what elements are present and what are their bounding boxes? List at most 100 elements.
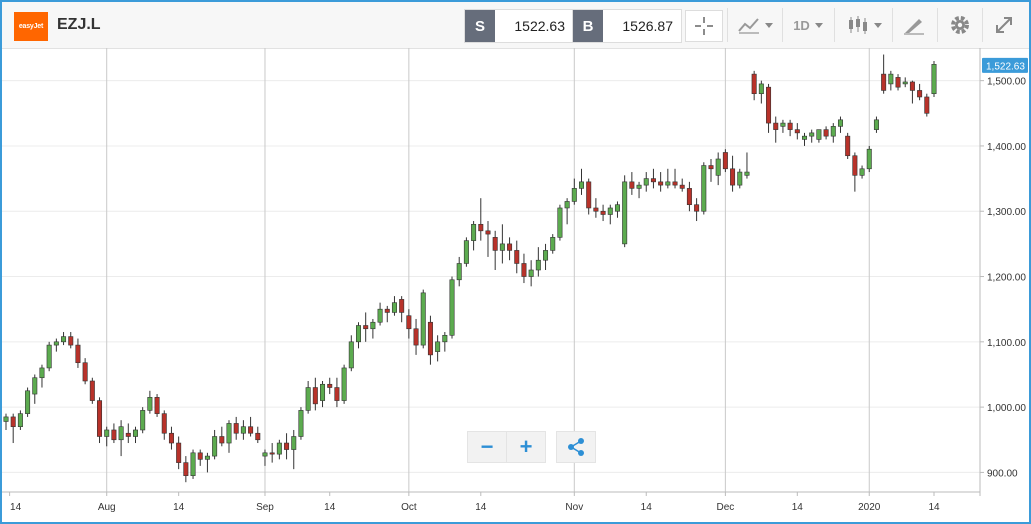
- candle-body: [147, 397, 153, 411]
- candle-body: [931, 64, 937, 95]
- candle-body: [809, 132, 815, 137]
- candle-body: [924, 96, 930, 114]
- buy-price-box[interactable]: B 1526.87: [572, 9, 682, 43]
- candle-body: [859, 168, 865, 176]
- candle-body: [744, 171, 750, 176]
- candle-body: [118, 426, 124, 441]
- candle-body: [485, 230, 491, 235]
- candle-body: [730, 168, 736, 186]
- candle-body: [852, 155, 858, 176]
- candle-body: [715, 158, 721, 176]
- candle-body: [643, 178, 649, 186]
- y-tick-label: 1,500.00: [987, 77, 1026, 88]
- crosshair-button[interactable]: [685, 10, 723, 42]
- candle-body: [68, 336, 74, 346]
- candle-body: [17, 413, 23, 428]
- candle-body: [586, 181, 592, 209]
- toolbar-separator: [982, 8, 983, 42]
- candle-body: [658, 181, 664, 186]
- candle-body: [507, 243, 513, 251]
- pencil-ruler-icon: [904, 19, 924, 35]
- candle-body: [435, 341, 441, 352]
- toolbar-separator: [782, 8, 783, 42]
- candle-body: [492, 237, 498, 251]
- candle-body: [823, 129, 829, 137]
- chevron-down-icon: [814, 22, 823, 28]
- candle-body: [276, 442, 282, 455]
- candle-body: [528, 269, 534, 277]
- candle-body: [881, 73, 887, 91]
- x-tick-label: Oct: [401, 502, 417, 513]
- candle-body: [672, 181, 678, 186]
- candle-body: [737, 171, 743, 186]
- x-tick-label: 14: [173, 502, 185, 513]
- candle-body: [269, 452, 275, 455]
- x-tick-label: Nov: [565, 502, 583, 513]
- candle-body: [758, 83, 764, 95]
- candle-body: [442, 334, 448, 343]
- candle-body: [830, 126, 836, 137]
- candle-body: [420, 292, 426, 346]
- zoom-in-button[interactable]: +: [506, 432, 545, 462]
- interval-label: 1D: [793, 17, 810, 33]
- candle-body: [312, 387, 318, 405]
- toolbar-separator: [937, 8, 938, 42]
- candle-body: [787, 122, 793, 130]
- candle-body: [355, 325, 361, 343]
- x-tick-label: 14: [324, 502, 336, 513]
- candle-body: [161, 413, 167, 434]
- candle-body: [873, 119, 879, 130]
- candle-body: [233, 423, 239, 434]
- candle-body: [478, 223, 484, 232]
- zoom-controls: − +: [467, 431, 546, 463]
- instrument-symbol: EZJ.L: [57, 16, 101, 33]
- candle-body: [61, 336, 67, 343]
- share-button[interactable]: [557, 432, 595, 462]
- gear-icon: [951, 16, 969, 34]
- sell-price-box[interactable]: S 1522.63: [464, 9, 574, 43]
- candle-body: [701, 165, 707, 212]
- candle-body: [377, 308, 383, 323]
- candle-body: [535, 259, 541, 271]
- y-tick-label: 1,400.00: [987, 142, 1026, 153]
- candles-button[interactable]: [843, 10, 885, 40]
- x-tick-label: Sep: [256, 502, 274, 513]
- crosshair-icon: [695, 17, 713, 35]
- candle-body: [571, 188, 577, 202]
- candle-body: [629, 181, 635, 189]
- candle-body: [39, 367, 45, 379]
- chevron-down-icon: [873, 22, 882, 28]
- interval-button[interactable]: 1D: [790, 10, 826, 40]
- fullscreen-button[interactable]: [989, 10, 1019, 40]
- candle-body: [298, 410, 304, 437]
- toolbar-separator: [892, 8, 893, 42]
- candle-body: [204, 455, 210, 460]
- zoom-out-button[interactable]: −: [468, 432, 506, 462]
- settings-button[interactable]: [945, 10, 975, 40]
- candle-body: [686, 188, 692, 206]
- chart-type-button[interactable]: [734, 10, 776, 40]
- candle-body: [708, 165, 714, 170]
- candle-body: [10, 416, 16, 428]
- candle-body: [722, 152, 728, 170]
- candle-body: [89, 380, 95, 401]
- price-chart[interactable]: 900.00 1,000.00 1,100.00 1,200.00 1,300.00 1,…: [2, 48, 1029, 522]
- candle-body: [154, 397, 160, 414]
- candle-body: [284, 442, 290, 450]
- draw-button[interactable]: [899, 10, 929, 40]
- y-tick-label: 900.00: [987, 468, 1018, 479]
- y-tick-label: 1,200.00: [987, 273, 1026, 284]
- candle-body: [766, 86, 772, 124]
- x-tick-label: 14: [928, 502, 940, 513]
- candle-body: [248, 426, 254, 434]
- candle-body: [802, 135, 808, 140]
- candle-body: [614, 204, 620, 212]
- candle-body: [53, 341, 59, 346]
- buy-price: 1526.87: [622, 18, 673, 34]
- candle-body: [327, 383, 333, 388]
- candle-body: [406, 315, 412, 330]
- candle-body: [46, 344, 52, 369]
- chevron-down-icon: [764, 22, 773, 28]
- candle-body: [125, 432, 131, 437]
